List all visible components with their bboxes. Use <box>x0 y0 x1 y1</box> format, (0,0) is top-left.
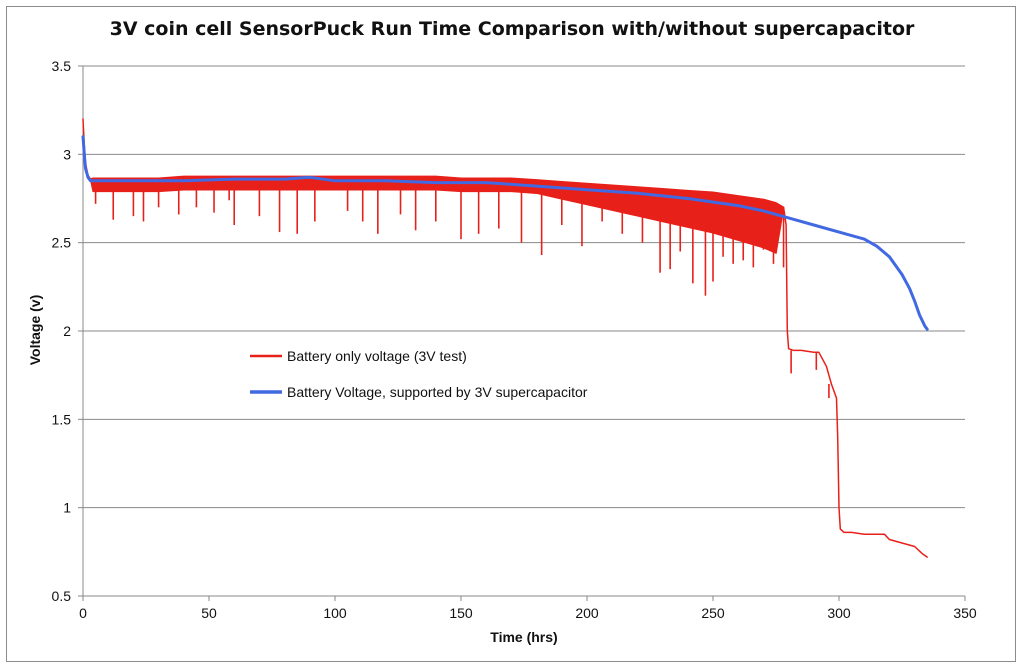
x-tick-label: 250 <box>701 605 725 621</box>
y-tick-labels: 0.5 1 1.5 2 2.5 3 3.5 <box>52 58 72 604</box>
x-tick-label: 150 <box>449 605 473 621</box>
x-axis-title: Time (hrs) <box>490 629 557 645</box>
series-line-battery-only <box>82 118 928 558</box>
chart-frame <box>6 6 1016 662</box>
legend-label: Battery only voltage (3V test) <box>287 348 467 364</box>
y-tick-label: 1.5 <box>52 411 72 427</box>
y-tick-label: 3 <box>63 146 71 162</box>
x-tick-label: 300 <box>827 605 851 621</box>
series-lines <box>81 118 929 558</box>
x-tick-label: 200 <box>575 605 599 621</box>
legend: Battery only voltage (3V test) Battery Vo… <box>250 348 588 400</box>
gridlines <box>83 65 965 509</box>
y-tick-label: 3.5 <box>52 58 72 74</box>
series-line-supercapacitor <box>81 135 929 331</box>
x-tick-label: 50 <box>201 605 217 621</box>
y-tick-label: 2 <box>63 323 71 339</box>
x-tick-label: 350 <box>953 605 977 621</box>
y-axis-title: Voltage (v) <box>27 295 43 366</box>
axes <box>78 65 966 601</box>
y-tick-label: 1 <box>63 500 71 516</box>
chart-title: 3V coin cell SensorPuck Run Time Compari… <box>109 18 915 40</box>
x-tick-labels: 0 50 100 150 200 250 300 350 <box>79 605 977 621</box>
x-tick-label: 0 <box>79 605 87 621</box>
x-tick-label: 100 <box>323 605 347 621</box>
legend-label: Battery Voltage, supported by 3V superca… <box>287 384 588 400</box>
y-tick-label: 2.5 <box>52 235 72 251</box>
y-tick-label: 0.5 <box>52 588 72 604</box>
